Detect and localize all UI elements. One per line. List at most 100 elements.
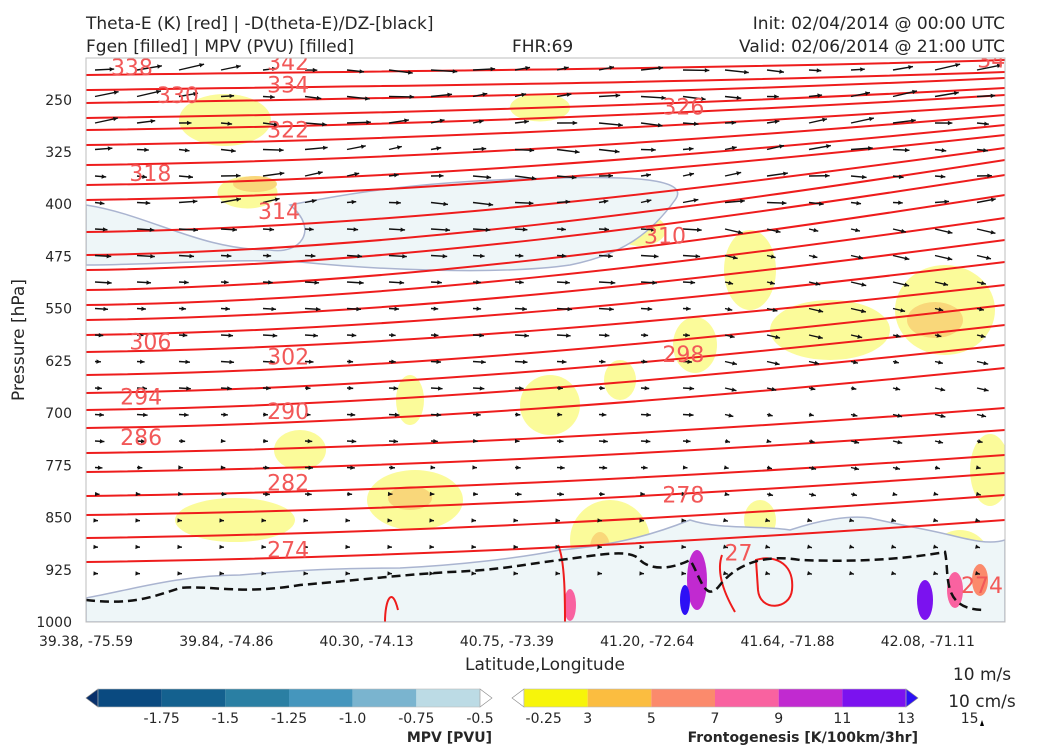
wind-vector-head — [99, 200, 105, 206]
wind-vector-head — [490, 66, 496, 72]
wind-vector-head — [602, 465, 608, 470]
y-tick-label: 925 — [45, 563, 72, 579]
wind-vector-head — [135, 571, 140, 576]
wind-vector-head — [558, 438, 564, 444]
wind-vector-head — [524, 333, 529, 338]
wind-vector-head — [229, 93, 235, 99]
wind-vector-head — [768, 492, 774, 497]
wind-vector-head — [471, 518, 476, 523]
wind-vector-head — [184, 148, 190, 153]
y-tick-label: 475 — [45, 249, 72, 265]
wind-vector-head — [184, 412, 189, 417]
wind-vector-head — [309, 227, 314, 232]
wind-vector-head — [235, 64, 241, 69]
wind-vector-head — [767, 465, 772, 470]
theta-e-contour — [86, 284, 1005, 353]
wind-vector-head — [682, 465, 688, 470]
wind-vector-head — [225, 306, 230, 311]
wind-vector-head — [818, 308, 824, 313]
theta-e-contour-label: 286 — [120, 426, 162, 451]
valid-time: Valid: 02/06/2014 @ 21:00 UTC — [739, 37, 1005, 57]
wind-vector-head — [723, 571, 728, 576]
wind-vector-head — [608, 253, 613, 259]
wind-vector-head — [142, 174, 147, 179]
wind-vector-head — [311, 198, 317, 204]
colorbar-swatch — [587, 689, 652, 707]
wind-vector-head — [149, 227, 155, 232]
colorbar-swatch — [289, 689, 353, 707]
wind-vector-head — [572, 120, 578, 126]
wind-vector-head — [987, 173, 992, 178]
wind-vector-head — [849, 571, 854, 576]
wind-vector-head — [933, 518, 938, 523]
theta-e-contour-label: 282 — [267, 472, 309, 497]
wind-vector-head — [279, 171, 285, 176]
wind-vector-head — [809, 439, 815, 444]
wind-vector-head — [657, 123, 663, 128]
fgen-fill — [970, 434, 1005, 506]
wind-vector-head — [852, 412, 858, 418]
wind-vector-head — [223, 412, 228, 417]
wind-vector-head — [933, 571, 938, 576]
wind-vector-head — [178, 491, 183, 497]
fgen-fill — [396, 375, 424, 425]
wind-vector-head — [895, 465, 901, 471]
wind-vector-head — [515, 412, 521, 417]
wind-vector-head — [396, 200, 401, 205]
x-tick-label: 39.84, -74.86 — [179, 634, 273, 650]
wind-vector-head — [765, 544, 770, 549]
wind-vector-head — [811, 466, 817, 471]
wind-vector-head — [700, 96, 706, 101]
wind-vector-head — [560, 465, 565, 470]
wind-vector-head — [199, 63, 205, 68]
wind-vector-head — [979, 306, 984, 312]
wind-vector-head — [387, 571, 392, 576]
wind-vector-head — [770, 254, 776, 259]
wind-vector-head — [690, 280, 696, 285]
wind-vector-head — [219, 544, 224, 550]
wind-vector-head — [725, 439, 731, 444]
wind-vector-head — [728, 413, 734, 418]
wind-vector-head — [643, 332, 649, 338]
wind-vector-head — [609, 65, 615, 70]
colorbar-tick-label: -1.75 — [144, 711, 180, 727]
colorbar-swatch — [842, 689, 906, 707]
colorbar-tick-label: -1.0 — [339, 711, 366, 727]
wind-vector-head — [984, 121, 989, 126]
wind-vector-head — [996, 63, 1002, 68]
wind-vector-head — [704, 68, 710, 73]
wind-vector-head — [681, 544, 686, 550]
wind-vector-head — [810, 386, 816, 391]
theta-e-contour — [86, 174, 1005, 271]
wind-vector-head — [476, 412, 481, 417]
wind-vector-head — [232, 227, 238, 232]
wind-vector-head — [274, 197, 280, 202]
wind-vector-head — [771, 387, 777, 392]
wind-vector-head — [429, 518, 434, 523]
wind-vector-head — [938, 307, 944, 312]
theta-e-contour — [86, 367, 1005, 429]
wind-vector-head — [980, 333, 986, 339]
fgen-fill — [233, 176, 277, 192]
wind-vector-head — [271, 66, 277, 72]
wind-vector-head — [177, 544, 182, 550]
wind-vector-head — [975, 465, 981, 470]
wind-vector-head — [697, 227, 702, 233]
wind-vector-head — [574, 149, 580, 154]
wind-vector-head — [521, 92, 527, 98]
wind-vector-head — [731, 120, 737, 125]
colorbar-swatch — [98, 689, 162, 707]
y-axis-title: Pressure [hPa] — [9, 279, 29, 401]
wind-vector-head — [137, 465, 143, 470]
wind-vector-head — [387, 491, 393, 497]
wind-vector-head — [409, 94, 415, 100]
wind-vector-head — [265, 491, 270, 497]
x-tick-label: 40.75, -73.39 — [460, 634, 554, 650]
y-tick-label: 250 — [45, 93, 72, 109]
wind-vector-head — [482, 92, 488, 97]
wind-vector-head — [513, 518, 518, 523]
theta-e-contour-label: 294 — [120, 385, 162, 410]
theta-e-contour — [86, 407, 1005, 454]
mpv-colorbar-label: MPV [PVU] — [407, 730, 492, 746]
wind-vector-head — [901, 228, 906, 234]
